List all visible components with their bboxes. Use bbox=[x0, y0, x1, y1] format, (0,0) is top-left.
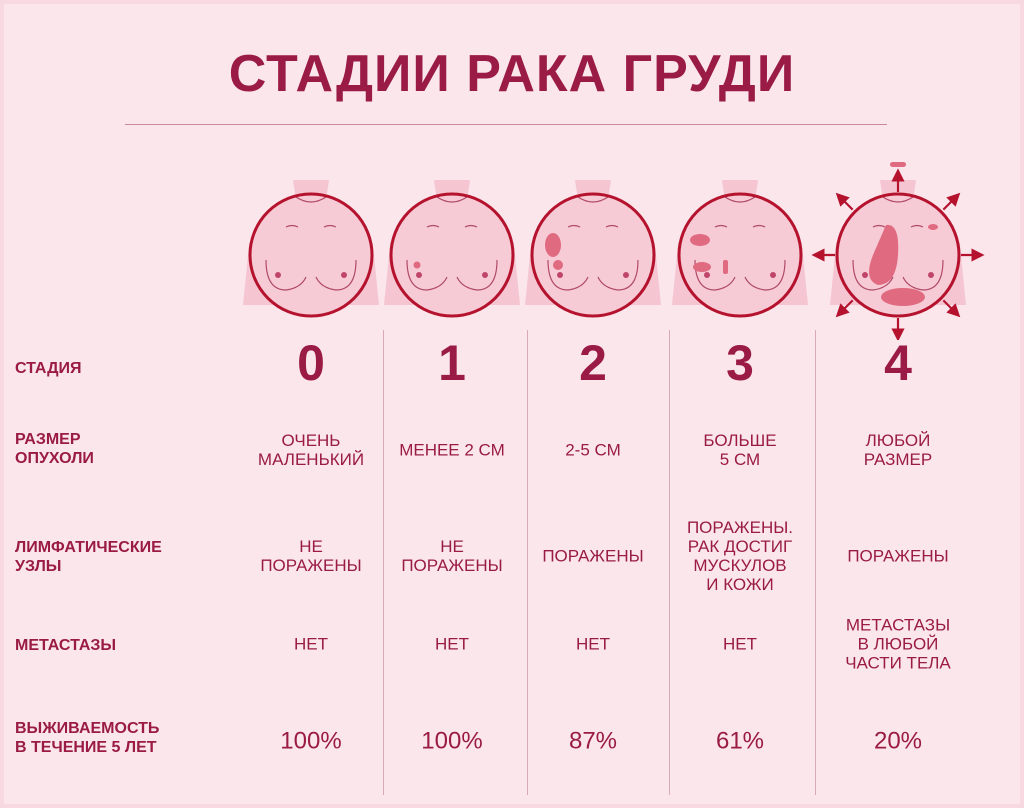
cell-line: НЕ bbox=[440, 537, 464, 556]
survival-cell: 87% bbox=[523, 729, 663, 753]
cell-line: ЧАСТИ ТЕЛА bbox=[845, 653, 951, 673]
metastases-cell: НЕТ bbox=[241, 635, 381, 654]
cell-line: НЕ bbox=[299, 537, 323, 556]
cell-line: В ЛЮБОЙ bbox=[857, 634, 939, 654]
stage-number-text: 4 bbox=[884, 335, 912, 391]
lymph-nodes-cell: ПОРАЖЕНЫ bbox=[523, 547, 663, 566]
metastases-cell: МЕТАСТАЗЫ В ЛЮБОЙ ЧАСТИ ТЕЛА bbox=[828, 616, 968, 673]
stage-number: 4 bbox=[848, 334, 948, 392]
cell-line: НЕТ bbox=[576, 634, 610, 654]
metastases-cell: НЕТ bbox=[382, 635, 522, 654]
survival-value: 100% bbox=[280, 727, 342, 755]
cell-line: И КОЖИ bbox=[706, 575, 774, 594]
infographic-panel bbox=[4, 4, 1020, 804]
label-line: РАЗМЕР bbox=[15, 431, 81, 448]
torso-illustration-stage-1 bbox=[384, 180, 520, 318]
stage-number: 1 bbox=[402, 334, 502, 392]
tumor-size-cell: МЕНЕЕ 2 СМ bbox=[382, 441, 522, 460]
stage-number-text: 3 bbox=[726, 335, 754, 391]
survival-value: 87% bbox=[568, 727, 618, 755]
row-label-metastases: МЕТАСТАЗЫ bbox=[15, 637, 117, 654]
title-divider bbox=[125, 124, 887, 125]
survival-value: 20% bbox=[873, 727, 923, 755]
cell-line: МЕНЕЕ 2 СМ bbox=[399, 440, 505, 460]
cell-line: МЕТАСТАЗЫ bbox=[845, 615, 951, 635]
label-line: ВЫЖИВАЕМОСТЬ bbox=[15, 720, 160, 737]
row-label-size: РАЗМЕР ОПУХОЛИ bbox=[15, 430, 94, 468]
lymph-nodes-cell: ПОРАЖЕНЫ. РАК ДОСТИГ МУСКУЛОВ И КОЖИ bbox=[670, 518, 810, 594]
row-label-survival: ВЫЖИВАЕМОСТЬ В ТЕЧЕНИЕ 5 ЛЕТ bbox=[15, 719, 159, 757]
spread-arrow bbox=[942, 299, 961, 318]
column-divider bbox=[527, 330, 528, 795]
label-line: УЗЛЫ bbox=[15, 558, 62, 575]
tumor-size-cell: БОЛЬШЕ 5 СМ bbox=[670, 431, 810, 469]
cell-line: 5 СМ bbox=[719, 450, 761, 469]
cell-line: МАЛЕНЬКИЙ bbox=[257, 450, 365, 469]
cell-line: ЛЮБОЙ bbox=[865, 431, 931, 450]
row-label-lymph: ЛИМФАТИЧЕСКИЕ УЗЛЫ bbox=[15, 538, 162, 576]
stage-number-text: 1 bbox=[438, 335, 466, 391]
stage-number: 0 bbox=[261, 334, 361, 392]
survival-value: 100% bbox=[421, 727, 483, 755]
column-divider bbox=[815, 330, 816, 795]
cell-line: НЕТ bbox=[294, 634, 328, 654]
torso-illustration-stage-3 bbox=[672, 180, 808, 318]
stage-illustrations bbox=[243, 162, 985, 340]
torso-illustration-stage-0 bbox=[243, 180, 379, 318]
torso-illustration-stage-4 bbox=[811, 162, 985, 340]
stage-number: 3 bbox=[690, 334, 790, 392]
cell-line: НЕТ bbox=[723, 634, 757, 654]
stage-number-text: 2 bbox=[579, 335, 607, 391]
survival-value: 61% bbox=[715, 727, 765, 755]
cell-line: ПОРАЖЕНЫ bbox=[542, 546, 644, 566]
label-line: ЛИМФАТИЧЕСКИЕ bbox=[15, 539, 162, 556]
survival-cell: 61% bbox=[670, 729, 810, 753]
survival-cell: 20% bbox=[828, 729, 968, 753]
cell-line: ПОРАЖЕНЫ. bbox=[686, 518, 794, 537]
row-label-stage: СТАДИЯ bbox=[15, 360, 82, 377]
stage-number: 2 bbox=[543, 334, 643, 392]
tumor-size-cell: 2-5 СМ bbox=[523, 441, 663, 460]
torso-illustration-stage-2 bbox=[525, 180, 661, 318]
page-title: СТАДИИ РАКА ГРУДИ bbox=[228, 45, 796, 103]
cell-line: 2-5 СМ bbox=[565, 440, 621, 460]
column-divider bbox=[669, 330, 670, 795]
cell-line: МУСКУЛОВ bbox=[693, 556, 787, 575]
survival-cell: 100% bbox=[382, 729, 522, 753]
cell-line: РАЗМЕР bbox=[863, 450, 933, 469]
column-divider bbox=[383, 330, 384, 795]
spread-arrow bbox=[835, 192, 854, 211]
metastases-cell: НЕТ bbox=[670, 635, 810, 654]
spread-arrow bbox=[835, 299, 854, 318]
lymph-nodes-cell: НЕ ПОРАЖЕНЫ bbox=[241, 537, 381, 575]
spread-arrow bbox=[942, 192, 961, 211]
label-line: ОПУХОЛИ bbox=[15, 450, 94, 467]
cell-line: БОЛЬШЕ bbox=[703, 431, 777, 450]
cell-line: РАК ДОСТИГ bbox=[687, 537, 793, 556]
stage-number-text: 0 bbox=[297, 335, 325, 391]
label-line: В ТЕЧЕНИЕ 5 ЛЕТ bbox=[15, 739, 157, 756]
cell-line: ОЧЕНЬ bbox=[281, 431, 341, 450]
cell-line: ПОРАЖЕНЫ bbox=[260, 556, 362, 575]
cell-line: ПОРАЖЕНЫ bbox=[847, 546, 949, 566]
cell-line: НЕТ bbox=[435, 634, 469, 654]
tumor-size-cell: ЛЮБОЙ РАЗМЕР bbox=[828, 431, 968, 469]
lymph-nodes-cell: ПОРАЖЕНЫ bbox=[828, 547, 968, 566]
cell-line: ПОРАЖЕНЫ bbox=[401, 556, 503, 575]
lymph-nodes-cell: НЕ ПОРАЖЕНЫ bbox=[382, 537, 522, 575]
tumor-size-cell: ОЧЕНЬ МАЛЕНЬКИЙ bbox=[241, 431, 381, 469]
metastases-cell: НЕТ bbox=[523, 635, 663, 654]
survival-cell: 100% bbox=[241, 729, 381, 753]
